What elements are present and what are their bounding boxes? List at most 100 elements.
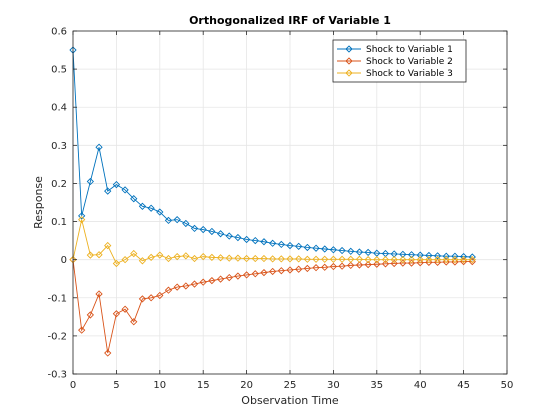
data-point: [286, 266, 294, 274]
data-point: [234, 272, 242, 280]
data-point: [355, 255, 364, 263]
x-axis-label: Observation Time: [241, 394, 339, 407]
data-point: [121, 256, 129, 264]
data-point: [329, 255, 338, 263]
data-point: [112, 310, 121, 318]
data-point: [295, 242, 303, 250]
legend-entry-label: Shock to Variable 1: [366, 45, 453, 55]
data-point: [260, 268, 268, 277]
data-point: [147, 253, 155, 262]
legend-entry-label: Shock to Variable 3: [366, 69, 453, 79]
data-point: [251, 254, 259, 263]
data-point: [364, 260, 372, 269]
data-point: [104, 241, 112, 250]
data-point: [78, 216, 86, 224]
data-point: [416, 256, 424, 264]
data-point: [303, 264, 311, 273]
data-point: [286, 255, 294, 263]
data-point: [216, 275, 225, 283]
data-point: [104, 349, 112, 357]
data-point: [147, 204, 155, 212]
data-point: [173, 216, 181, 224]
y-tick-label: 0.2: [51, 179, 67, 190]
data-point: [208, 276, 216, 285]
y-axis-label: Response: [32, 176, 45, 229]
data-point: [277, 255, 285, 263]
data-point: [164, 216, 173, 225]
data-point: [208, 227, 216, 236]
data-point: [399, 259, 407, 267]
data-point: [95, 290, 103, 298]
data-point: [295, 255, 303, 263]
data-point: [312, 244, 320, 252]
data-point: [329, 246, 338, 254]
data-point: [399, 256, 407, 264]
data-point: [303, 243, 311, 252]
data-point: [425, 256, 433, 264]
data-point: [225, 273, 233, 282]
data-point: [295, 265, 303, 273]
data-point: [95, 143, 103, 151]
data-point: [225, 254, 233, 262]
data-point: [260, 238, 268, 246]
y-tick-label: 0.6: [51, 27, 67, 38]
data-point: [425, 251, 433, 260]
y-tick-label: 0.4: [51, 103, 67, 114]
data-point: [242, 254, 251, 263]
data-point: [451, 256, 459, 264]
data-point: [312, 264, 320, 272]
data-point: [468, 256, 476, 264]
data-point: [121, 305, 129, 313]
data-point: [425, 258, 433, 266]
y-tick-label: 0.1: [51, 217, 67, 228]
data-point: [199, 225, 207, 234]
data-point: [242, 271, 251, 279]
data-point: [399, 250, 407, 258]
data-point: [390, 256, 398, 264]
data-point: [321, 255, 329, 263]
series-1: [69, 46, 476, 261]
data-point: [251, 236, 259, 245]
data-point: [260, 254, 268, 263]
data-point: [242, 235, 251, 244]
data-point: [286, 241, 294, 250]
data-point: [86, 177, 94, 186]
data-point: [269, 267, 277, 276]
x-tick-label: 5: [113, 380, 119, 391]
data-point: [130, 195, 138, 203]
x-tick-label: 15: [197, 380, 210, 391]
data-point: [199, 278, 207, 286]
data-point: [164, 254, 173, 263]
data-point: [86, 311, 94, 319]
data-point: [347, 247, 355, 255]
y-tick-label: -0.3: [47, 370, 67, 381]
data-point: [390, 259, 398, 268]
series-layer: [69, 46, 476, 357]
data-point: [216, 230, 225, 238]
legend-marker: [345, 45, 353, 53]
data-point: [130, 249, 138, 258]
data-point: [459, 256, 468, 264]
data-point: [338, 246, 346, 255]
data-point: [112, 180, 121, 189]
data-point: [416, 251, 424, 259]
data-point: [347, 255, 355, 263]
data-point: [216, 254, 225, 262]
y-tick-label: 0: [61, 255, 67, 266]
data-point: [407, 259, 416, 267]
data-point: [182, 219, 190, 228]
data-point: [138, 202, 147, 210]
data-point: [329, 262, 338, 271]
data-point: [173, 252, 181, 261]
data-point: [190, 224, 199, 233]
data-point: [416, 259, 424, 267]
data-point: [373, 256, 381, 264]
data-point: [312, 255, 320, 263]
x-tick-label: 10: [153, 380, 166, 391]
data-point: [277, 267, 285, 275]
x-tick-label: 25: [284, 380, 297, 391]
data-point: [234, 233, 242, 242]
data-point: [112, 259, 121, 268]
